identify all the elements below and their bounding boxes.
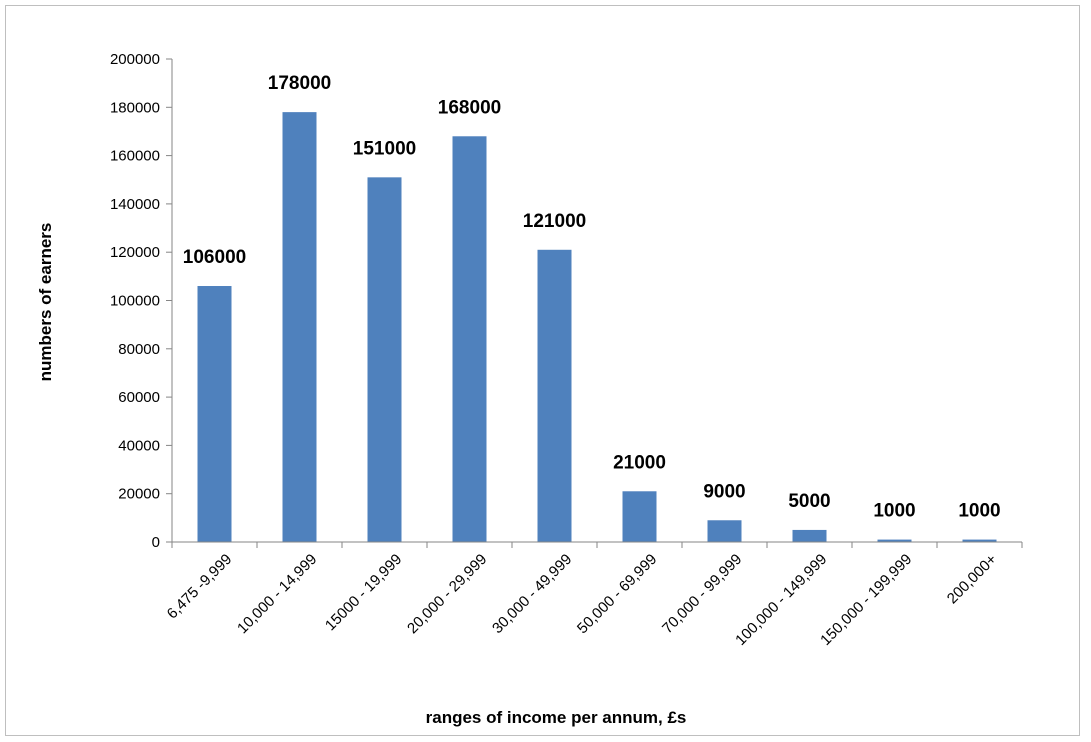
x-tick-label: 50,000 - 69,999 (574, 551, 660, 637)
x-tick-label: 20,000 - 29,999 (404, 551, 490, 637)
x-tick-label: 100,000 - 149,999 (732, 551, 830, 649)
bar (792, 529, 827, 542)
bar (452, 136, 487, 542)
bar (197, 286, 232, 542)
data-label: 121000 (523, 211, 586, 232)
x-axis-title: ranges of income per annum, £s (426, 708, 687, 727)
y-axis-title: numbers of earners (36, 223, 55, 382)
x-tick-label: 70,000 - 99,999 (659, 551, 745, 637)
y-tick-label: 200000 (110, 51, 160, 68)
y-axis: 0 20000 40000 60000 80000 100000 120000 140000 1… (110, 51, 173, 551)
data-label: 1000 (873, 501, 915, 522)
y-tick-label: 140000 (110, 196, 160, 213)
x-tick-label: 10,000 - 14,999 (234, 551, 320, 637)
x-tick-label: 15000 - 19,999 (322, 551, 405, 634)
data-label: 151000 (353, 138, 416, 159)
x-tick-label: 200,000+ (944, 551, 1001, 608)
bar (367, 177, 402, 542)
y-tick-label: 60000 (118, 389, 160, 406)
bar (962, 539, 997, 542)
data-label: 21000 (613, 452, 666, 473)
y-tick-label: 120000 (110, 244, 160, 261)
y-tick-label: 40000 (118, 437, 160, 454)
data-label: 178000 (268, 73, 331, 94)
data-label: 168000 (438, 97, 501, 118)
bar (707, 520, 742, 542)
y-tick-label: 180000 (110, 99, 160, 116)
y-tick-label: 80000 (118, 341, 160, 358)
y-tick-label: 100000 (110, 293, 160, 310)
bars-layer (197, 112, 997, 542)
data-label: 106000 (183, 247, 246, 268)
x-tick-label: 30,000 - 49,999 (489, 551, 575, 637)
x-tick-label: 150,000 - 199,999 (817, 551, 915, 649)
data-label: 1000 (958, 501, 1000, 522)
bar (622, 491, 657, 542)
bar (877, 539, 912, 542)
y-tick-label: 0 (152, 534, 160, 551)
y-tick-label: 160000 (110, 148, 160, 165)
data-label: 5000 (788, 491, 830, 512)
x-tick-label: 6,475 -9,999 (164, 551, 236, 623)
data-label: 9000 (703, 481, 745, 502)
bar (537, 249, 572, 542)
y-tick-label: 20000 (118, 486, 160, 503)
data-labels: 106000 178000 151000 168000 121000 21000 9000 5… (183, 73, 1001, 521)
bar (282, 112, 317, 542)
